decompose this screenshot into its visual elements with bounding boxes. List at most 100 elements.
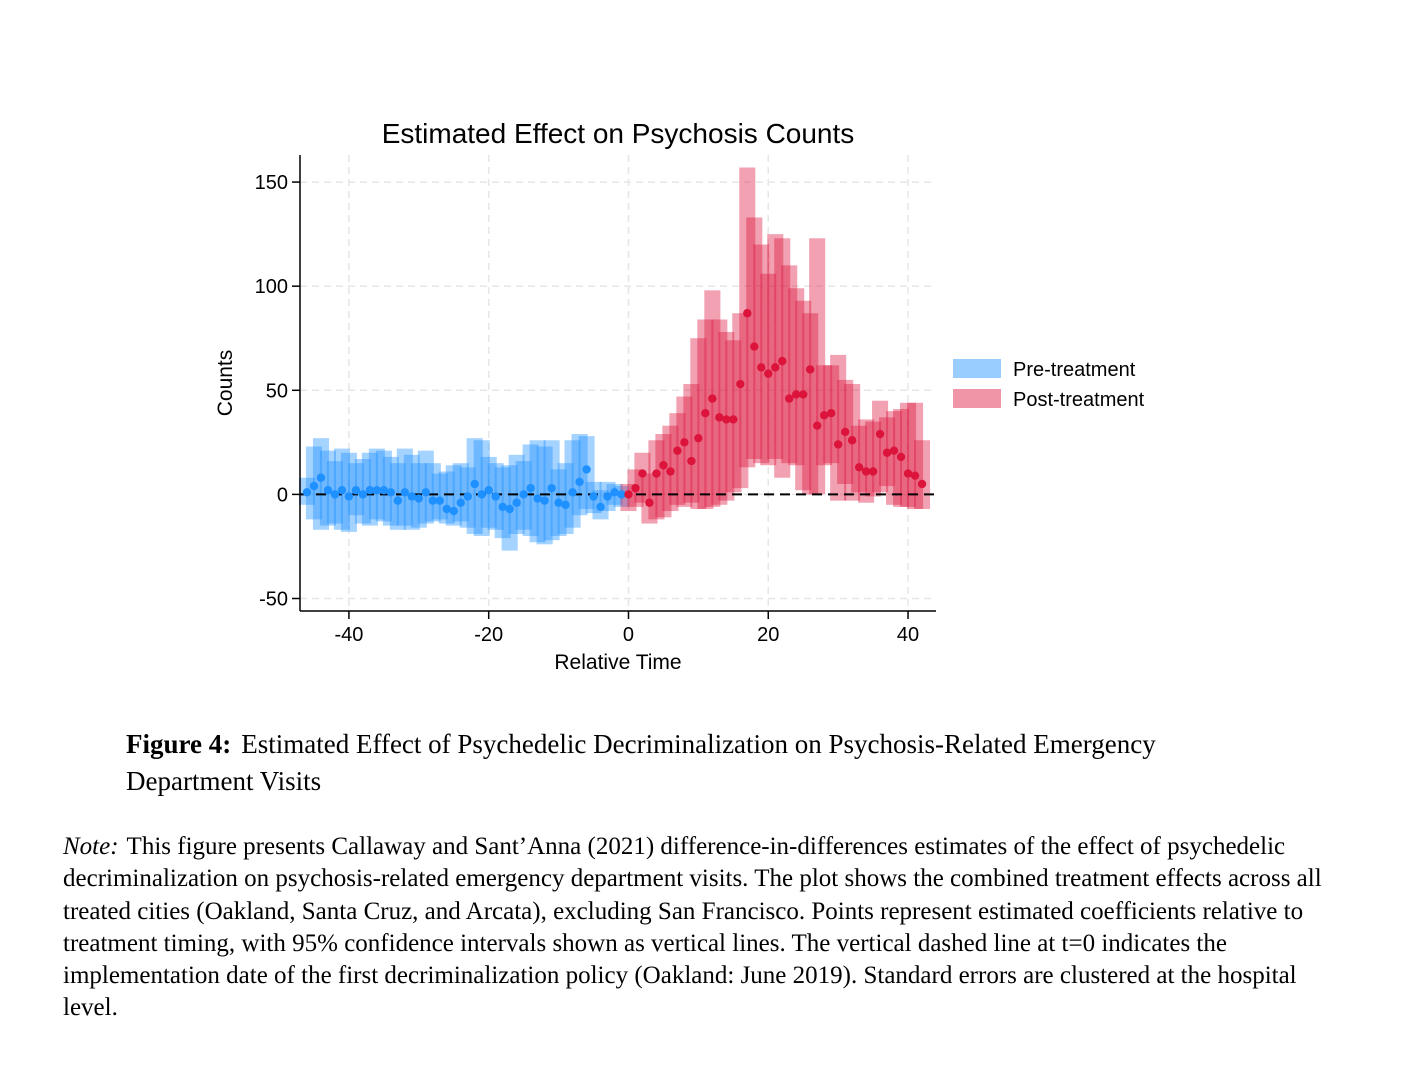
estimate-point — [519, 490, 528, 499]
ci-bar — [417, 450, 434, 524]
ci-bar — [788, 288, 805, 466]
estimate-point — [750, 342, 759, 351]
estimate-point — [533, 494, 542, 503]
estimate-point — [701, 408, 710, 418]
estimate-point — [372, 486, 382, 495]
estimate-point — [645, 498, 654, 507]
estimate-point — [680, 438, 689, 447]
estimate-point — [687, 456, 696, 466]
estimate-point — [561, 500, 570, 510]
ci-bar — [900, 402, 917, 507]
y-tick-label: -50 — [259, 589, 288, 611]
estimate-point — [421, 488, 431, 497]
ci-bar — [312, 438, 330, 530]
estimate-point — [505, 504, 514, 514]
ci-bar — [865, 421, 882, 497]
estimate-point — [833, 440, 843, 449]
chart-figure: Estimated Effect on Psychosis Counts -40… — [214, 118, 1145, 674]
estimate-point — [603, 492, 612, 501]
ci-bar — [802, 313, 819, 495]
estimate-point — [414, 494, 424, 503]
figure-label: Figure 4: — [126, 729, 232, 759]
ci-bar — [424, 463, 441, 522]
ci-bar — [732, 313, 749, 489]
x-tick-label: 20 — [757, 624, 779, 646]
estimate-point — [407, 492, 417, 501]
ci-bar — [655, 434, 672, 518]
ci-bar — [858, 419, 875, 503]
estimate-point — [526, 483, 535, 493]
x-tick-label: 40 — [897, 624, 919, 646]
estimate-point — [568, 488, 577, 497]
ci-bar — [473, 440, 490, 537]
figure-caption: Figure 4: Estimated Effect of Psychedelic… — [126, 726, 1286, 800]
estimate-point — [547, 483, 556, 493]
estimate-point — [484, 486, 493, 495]
ci-bar — [746, 217, 763, 459]
estimate-point — [694, 433, 703, 443]
estimate-point — [652, 469, 661, 478]
estimate-point — [351, 486, 361, 495]
estimate-point — [512, 498, 521, 507]
estimate-point — [323, 486, 333, 495]
y-axis-label: Counts — [214, 350, 237, 417]
estimate-point — [819, 411, 829, 420]
ci-bar — [669, 413, 686, 505]
y-tick-label: 0 — [277, 484, 288, 506]
tick-labels: -40 -20 0 20 40 -50 0 50 100 150 — [255, 172, 920, 646]
estimate-point — [715, 413, 724, 422]
ci-bar — [683, 384, 700, 503]
estimate-point — [316, 473, 326, 482]
estimate-point — [491, 492, 500, 501]
estimate-point — [771, 363, 780, 372]
estimate-point — [840, 427, 850, 437]
estimate-point — [743, 309, 752, 318]
x-tick-label: 0 — [623, 624, 634, 646]
estimate-point — [847, 436, 857, 445]
ci-bar — [809, 238, 826, 495]
ci-bar — [753, 244, 770, 464]
note-text: This figure presents Callaway and Sant’A… — [63, 833, 1322, 1022]
estimate-point — [673, 446, 682, 455]
estimate-point — [386, 488, 396, 497]
ci-bar — [536, 446, 553, 545]
estimate-point — [764, 369, 773, 378]
estimate-point — [449, 506, 458, 516]
estimate-point — [456, 498, 465, 507]
ci-bar — [557, 463, 574, 534]
estimate-point — [778, 356, 787, 366]
estimate-point — [889, 446, 899, 455]
estimate-point — [861, 467, 871, 476]
estimate-point — [666, 467, 675, 476]
estimate-point — [442, 504, 451, 514]
estimate-point — [400, 488, 410, 497]
figure-note: Note: This figure presents Callaway and S… — [63, 831, 1333, 1025]
ci-bar — [886, 411, 903, 505]
estimate-point — [638, 469, 647, 478]
ci-bar — [711, 319, 728, 505]
estimate-point — [498, 502, 507, 512]
estimate-point — [596, 502, 605, 512]
estimate-point — [631, 483, 640, 493]
estimate-point — [393, 496, 403, 505]
estimate-point — [428, 496, 437, 505]
estimate-point — [358, 490, 368, 499]
estimate-point — [917, 479, 927, 489]
estimate-point — [582, 465, 591, 474]
ci-bar — [690, 338, 707, 509]
estimate-point — [812, 421, 822, 430]
legend-swatch — [953, 389, 1001, 408]
note-label: Note: — [63, 833, 119, 860]
legend: Pre-treatment Post-treatment — [953, 359, 1145, 411]
estimate-points — [302, 309, 927, 516]
estimate-point — [722, 415, 731, 424]
ci-bar — [452, 463, 469, 522]
ci-bar — [396, 448, 413, 526]
estimate-point — [302, 488, 312, 497]
estimate-point — [896, 452, 906, 462]
ci-bar — [913, 440, 931, 509]
y-tick-label: 100 — [255, 276, 288, 298]
ci-bar — [767, 234, 784, 459]
chart-title: Estimated Effect on Psychosis Counts — [382, 118, 855, 149]
x-axis-label: Relative Time — [554, 651, 681, 674]
